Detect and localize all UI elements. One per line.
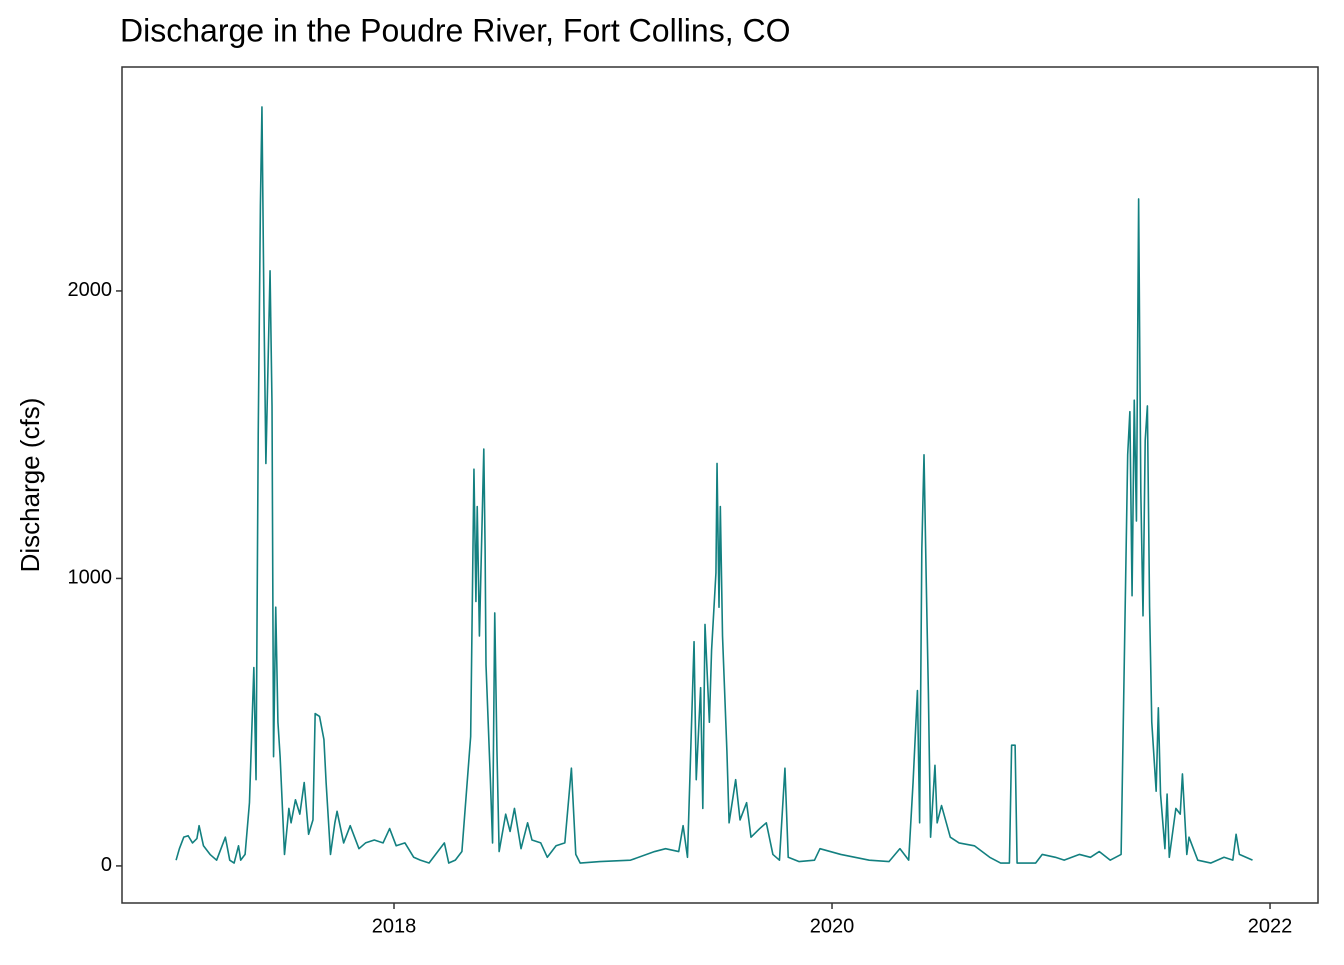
y-axis-label: Discharge (cfs) [15, 398, 45, 573]
y-tick-label: 1000 [68, 567, 113, 589]
chart-title: Discharge in the Poudre River, Fort Coll… [120, 12, 790, 48]
x-tick-label: 2020 [810, 915, 855, 937]
discharge-line [175, 106, 1253, 864]
x-tick-label: 2022 [1248, 915, 1293, 937]
y-tick-label: 0 [101, 854, 112, 876]
y-tick-label: 2000 [68, 279, 113, 301]
plot-panel [121, 66, 1319, 904]
x-tick-label: 2018 [372, 915, 417, 937]
